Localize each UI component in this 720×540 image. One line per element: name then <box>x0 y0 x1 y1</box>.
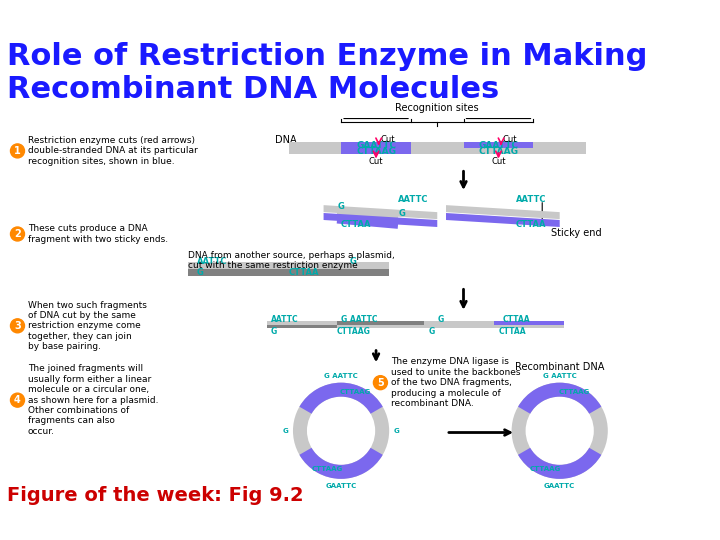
Text: 4: 4 <box>14 395 21 405</box>
Text: CTTAAG: CTTAAG <box>337 327 371 335</box>
Text: GAATTC: GAATTC <box>325 483 356 489</box>
Circle shape <box>512 383 608 479</box>
Circle shape <box>293 383 390 479</box>
Text: G: G <box>428 327 435 335</box>
Bar <box>341 148 411 154</box>
Text: G: G <box>338 202 344 211</box>
Bar <box>337 210 398 222</box>
Circle shape <box>11 319 24 333</box>
Text: CTTAAG: CTTAAG <box>479 147 518 156</box>
Circle shape <box>526 397 594 465</box>
Bar <box>266 325 337 328</box>
Text: GAATTC: GAATTC <box>544 483 575 489</box>
Bar <box>411 148 464 154</box>
Text: Restriction enzyme cuts (red arrows)
double-stranded DNA at its particular
recog: Restriction enzyme cuts (red arrows) dou… <box>28 136 198 166</box>
Text: The enzyme DNA ligase is
used to unite the backbones
of the two DNA fragments,
p: The enzyme DNA ligase is used to unite t… <box>391 357 521 408</box>
Text: AATTC: AATTC <box>516 195 546 204</box>
Bar <box>464 142 534 149</box>
Text: CTTAA: CTTAA <box>516 220 546 229</box>
Polygon shape <box>446 213 559 227</box>
Bar <box>534 142 586 149</box>
Bar <box>494 321 564 325</box>
Bar <box>424 325 494 328</box>
Text: CTTAA: CTTAA <box>289 268 319 277</box>
Bar <box>266 321 337 325</box>
Text: Cut: Cut <box>369 157 383 166</box>
Text: G: G <box>350 258 356 266</box>
Text: G AATTC: G AATTC <box>341 315 377 324</box>
Text: G: G <box>197 268 204 277</box>
Text: DNA: DNA <box>276 134 297 145</box>
Polygon shape <box>323 205 437 219</box>
Text: Cut: Cut <box>380 135 395 144</box>
Bar <box>289 148 341 154</box>
Text: CTTAA: CTTAA <box>503 315 531 324</box>
Wedge shape <box>518 448 601 479</box>
Circle shape <box>11 144 24 158</box>
Text: 3: 3 <box>14 321 21 331</box>
Text: AATTC: AATTC <box>398 195 428 204</box>
Text: CTTAAG: CTTAAG <box>530 467 562 472</box>
Text: G: G <box>399 210 406 218</box>
Text: CTTAA: CTTAA <box>498 327 526 335</box>
Polygon shape <box>446 205 559 219</box>
Text: GAATTC: GAATTC <box>356 141 396 150</box>
Text: Recombinant DNA: Recombinant DNA <box>515 362 604 372</box>
Bar <box>337 217 398 229</box>
Text: 2: 2 <box>14 229 21 239</box>
Text: Recognition sites: Recognition sites <box>395 103 479 113</box>
Bar <box>188 262 390 269</box>
Bar <box>464 148 534 154</box>
Bar <box>411 142 464 149</box>
Bar <box>337 321 424 325</box>
Text: CTTAAG: CTTAAG <box>340 389 371 395</box>
Text: CTTAAG: CTTAAG <box>311 467 343 472</box>
Text: 1: 1 <box>14 146 21 156</box>
Wedge shape <box>300 383 383 414</box>
Text: G: G <box>283 428 289 434</box>
Bar <box>289 142 341 149</box>
Text: The joined fragments will
usually form either a linear
molecule or a circular on: The joined fragments will usually form e… <box>28 364 158 436</box>
Text: CTTAAG: CTTAAG <box>558 389 590 395</box>
Wedge shape <box>300 448 383 479</box>
Polygon shape <box>323 213 437 227</box>
Text: AATTC: AATTC <box>197 258 228 266</box>
Circle shape <box>11 393 24 407</box>
Text: DNA from another source, perhaps a plasmid,
cut with the same restriction enzyme: DNA from another source, perhaps a plasm… <box>188 251 395 270</box>
Text: Figure of the week: Fig 9.2: Figure of the week: Fig 9.2 <box>7 486 304 505</box>
Text: Role of Restriction Enzyme in Making
Recombinant DNA Molecules: Role of Restriction Enzyme in Making Rec… <box>7 42 647 104</box>
Bar <box>494 325 564 328</box>
Text: G AATTC: G AATTC <box>324 373 358 379</box>
Text: AATTC: AATTC <box>271 315 299 324</box>
Text: CTTAAG: CTTAAG <box>356 147 396 156</box>
Text: These cuts produce a DNA
fragment with two sticky ends.: These cuts produce a DNA fragment with t… <box>28 224 168 244</box>
Bar <box>337 325 424 328</box>
Bar <box>534 148 586 154</box>
Bar <box>341 142 411 149</box>
Circle shape <box>374 376 387 390</box>
Bar <box>188 269 390 276</box>
Circle shape <box>11 227 24 241</box>
Wedge shape <box>518 383 601 414</box>
Text: When two such fragments
of DNA cut by the same
restriction enzyme come
together,: When two such fragments of DNA cut by th… <box>28 301 147 351</box>
Text: G: G <box>393 428 399 434</box>
Text: 5: 5 <box>377 377 384 388</box>
Text: G AATTC: G AATTC <box>543 373 577 379</box>
Text: CTTAA: CTTAA <box>341 220 372 229</box>
Text: Cut: Cut <box>503 135 518 144</box>
Text: G: G <box>437 315 444 324</box>
Text: Sticky end: Sticky end <box>551 228 602 238</box>
Text: G: G <box>271 327 277 335</box>
Text: GAATTC: GAATTC <box>479 141 518 150</box>
Bar <box>424 321 494 325</box>
Text: Cut: Cut <box>491 157 505 166</box>
Circle shape <box>307 397 375 465</box>
